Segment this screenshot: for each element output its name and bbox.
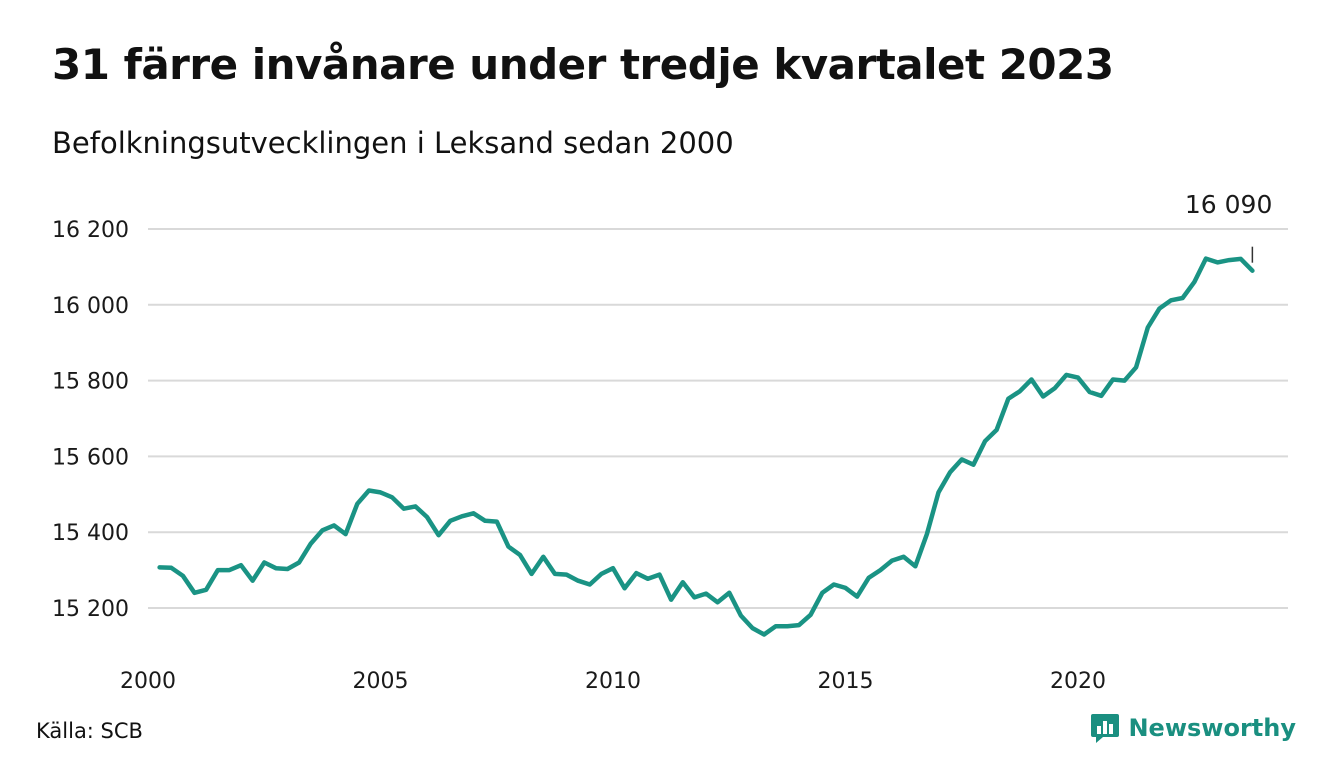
x-tick-label: 2000 [120, 669, 176, 694]
y-tick-label: 15 800 [52, 370, 129, 395]
x-tick-label: 2005 [353, 669, 409, 694]
gridlines [148, 228, 1288, 609]
source-note: Källa: SCB [36, 719, 143, 743]
x-tick-label: 2010 [585, 669, 641, 694]
series-group [157, 256, 1255, 637]
y-axis: 15 200 15 400 15 600 15 800 16 000 16 200 [52, 218, 129, 622]
chart-subtitle: Befolkningsutvecklingen i Leksand sedan … [52, 126, 734, 160]
chart-title: 31 färre invånare under tredje kvartalet… [52, 40, 1114, 89]
y-tick-label: 15 400 [52, 521, 129, 546]
bar-chart-speech-bubble-icon [1091, 714, 1120, 743]
y-tick-label: 15 600 [52, 445, 129, 470]
x-axis: 2000 2005 2010 2015 2020 [120, 669, 1106, 694]
x-tick-label: 2020 [1050, 669, 1106, 694]
annotation-label: 16 090 [1185, 190, 1272, 219]
y-tick-label: 16 200 [52, 218, 129, 243]
y-tick-label: 15 200 [52, 597, 129, 622]
brand-name: Newsworthy [1128, 714, 1296, 742]
annotation: 16 090 [1185, 190, 1272, 263]
x-tick-label: 2015 [818, 669, 874, 694]
y-tick-label: 16 000 [52, 294, 129, 319]
brand-logo: Newsworthy [1090, 712, 1296, 744]
series-line [157, 256, 1255, 637]
